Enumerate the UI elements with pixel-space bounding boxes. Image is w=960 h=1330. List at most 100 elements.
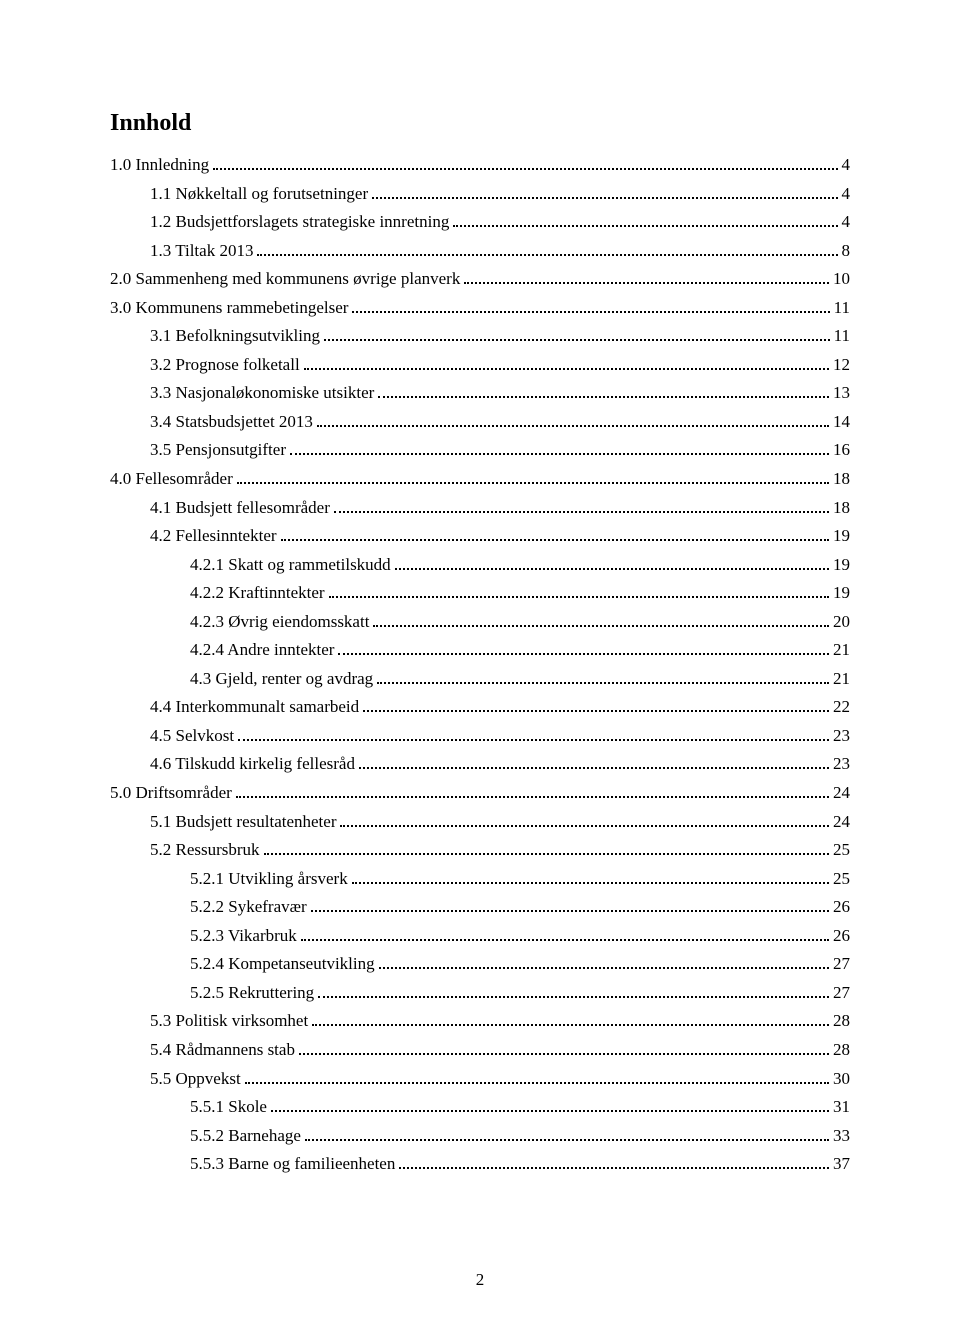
toc-entry: 3.5 Pensjonsutgifter 16 — [110, 436, 850, 465]
toc-entry: 5.2.3 Vikarbruk 26 — [110, 922, 850, 951]
toc-leader-dots — [372, 197, 837, 199]
toc-entry: 4.2.2 Kraftinntekter 19 — [110, 579, 850, 608]
toc-leader-dots — [318, 996, 829, 998]
toc-leader-dots — [312, 1024, 829, 1026]
toc-leader-dots — [213, 168, 837, 170]
toc-entry: 4.3 Gjeld, renter og avdrag 21 — [110, 665, 850, 694]
toc-leader-dots — [299, 1053, 829, 1055]
toc-entry-label: 4.3 Gjeld, renter og avdrag — [190, 665, 373, 694]
toc-entry-label: 4.5 Selvkost — [150, 722, 234, 751]
toc-entry: 3.2 Prognose folketall 12 — [110, 351, 850, 380]
toc-entry: 4.2.1 Skatt og rammetilskudd 19 — [110, 551, 850, 580]
toc-entry: 1.3 Tiltak 2013 8 — [110, 237, 850, 266]
toc-entry-label: 3.1 Befolkningsutvikling — [150, 322, 320, 351]
toc-entry: 5.0 Driftsområder 24 — [110, 779, 850, 808]
toc-entry-page: 18 — [833, 494, 850, 523]
toc-entry-label: 4.2.3 Øvrig eiendomsskatt — [190, 608, 369, 637]
toc-entry: 4.2.4 Andre inntekter 21 — [110, 636, 850, 665]
toc-entry: 3.3 Nasjonaløkonomiske utsikter 13 — [110, 379, 850, 408]
toc-entry-label: 5.5 Oppvekst — [150, 1065, 241, 1094]
toc-entry-page: 21 — [833, 636, 850, 665]
toc-leader-dots — [281, 539, 829, 541]
toc-entry-label: 5.0 Driftsområder — [110, 779, 232, 808]
toc-entry: 2.0 Sammenheng med kommunens øvrige plan… — [110, 265, 850, 294]
toc-entry-page: 24 — [833, 808, 850, 837]
toc-entry-label: 5.2.4 Kompetanseutvikling — [190, 950, 375, 979]
toc-entry-page: 13 — [833, 379, 850, 408]
toc-entry-label: 3.3 Nasjonaløkonomiske utsikter — [150, 379, 374, 408]
toc-entry-page: 28 — [833, 1036, 850, 1065]
toc-entry: 5.2.2 Sykefravær 26 — [110, 893, 850, 922]
toc-entry: 1.1 Nøkkeltall og forutsetninger 4 — [110, 180, 850, 209]
page-number: 2 — [0, 1270, 960, 1290]
toc-entry-label: 1.3 Tiltak 2013 — [150, 237, 253, 266]
toc-leader-dots — [373, 625, 829, 627]
toc-entry-page: 11 — [834, 322, 850, 351]
toc-entry-page: 11 — [834, 294, 850, 323]
toc-leader-dots — [378, 396, 829, 398]
toc-entry: 1.2 Budsjettforslagets strategiske innre… — [110, 208, 850, 237]
toc-entry: 5.2.1 Utvikling årsverk 25 — [110, 865, 850, 894]
toc-entry-page: 23 — [833, 722, 850, 751]
toc-entry-label: 4.6 Tilskudd kirkelig fellesråd — [150, 750, 355, 779]
toc-leader-dots — [329, 596, 829, 598]
toc-heading: Innhold — [110, 110, 850, 137]
toc-entry-page: 26 — [833, 922, 850, 951]
toc-entry-label: 4.2.4 Andre inntekter — [190, 636, 334, 665]
toc-leader-dots — [271, 1110, 829, 1112]
toc-entry: 5.5.1 Skole 31 — [110, 1093, 850, 1122]
toc-entry-page: 24 — [833, 779, 850, 808]
toc-entry-label: 4.2 Fellesinntekter — [150, 522, 277, 551]
toc-entry-page: 23 — [833, 750, 850, 779]
toc-entry-label: 3.4 Statsbudsjettet 2013 — [150, 408, 313, 437]
toc-entry-page: 4 — [842, 180, 851, 209]
toc-leader-dots — [245, 1082, 829, 1084]
toc-entry-page: 25 — [833, 836, 850, 865]
toc-entry-label: 1.2 Budsjettforslagets strategiske innre… — [150, 208, 449, 237]
toc-leader-dots — [395, 568, 829, 570]
toc-entry-label: 5.1 Budsjett resultatenheter — [150, 808, 336, 837]
toc-leader-dots — [290, 453, 829, 455]
toc-entry-page: 20 — [833, 608, 850, 637]
toc-entry: 4.2.3 Øvrig eiendomsskatt 20 — [110, 608, 850, 637]
toc-entry: 3.0 Kommunens rammebetingelser 11 — [110, 294, 850, 323]
toc-leader-dots — [399, 1167, 829, 1169]
toc-entry: 4.5 Selvkost 23 — [110, 722, 850, 751]
toc-entry-label: 2.0 Sammenheng med kommunens øvrige plan… — [110, 265, 460, 294]
toc-entry-label: 4.1 Budsjett fellesområder — [150, 494, 330, 523]
toc-leader-dots — [236, 796, 829, 798]
toc-entry: 5.2.4 Kompetanseutvikling 27 — [110, 950, 850, 979]
toc-entry-page: 19 — [833, 579, 850, 608]
toc-entry-label: 5.5.2 Barnehage — [190, 1122, 301, 1151]
toc-entry: 5.4 Rådmannens stab 28 — [110, 1036, 850, 1065]
toc-entry-label: 5.4 Rådmannens stab — [150, 1036, 295, 1065]
toc-entry-label: 4.2.1 Skatt og rammetilskudd — [190, 551, 391, 580]
toc-entry-page: 4 — [842, 208, 851, 237]
toc-leader-dots — [237, 482, 829, 484]
toc-entry-page: 14 — [833, 408, 850, 437]
toc-entry-page: 33 — [833, 1122, 850, 1151]
toc-entry-label: 3.0 Kommunens rammebetingelser — [110, 294, 348, 323]
toc-entry-label: 1.0 Innledning — [110, 151, 209, 180]
toc-leader-dots — [324, 339, 830, 341]
toc-leader-dots — [238, 739, 829, 741]
toc-entry-label: 5.5.3 Barne og familieenheten — [190, 1150, 395, 1179]
toc-entry-label: 4.4 Interkommunalt samarbeid — [150, 693, 359, 722]
toc-entry-page: 25 — [833, 865, 850, 894]
toc-leader-dots — [257, 254, 837, 256]
toc-entry: 4.4 Interkommunalt samarbeid 22 — [110, 693, 850, 722]
toc-leader-dots — [359, 767, 829, 769]
toc-entry-page: 10 — [833, 265, 850, 294]
toc-entry: 3.4 Statsbudsjettet 2013 14 — [110, 408, 850, 437]
toc-entry: 3.1 Befolkningsutvikling 11 — [110, 322, 850, 351]
toc-list: 1.0 Innledning 41.1 Nøkkeltall og foruts… — [110, 151, 850, 1179]
toc-entry: 5.5.3 Barne og familieenheten 37 — [110, 1150, 850, 1179]
toc-leader-dots — [338, 653, 829, 655]
toc-leader-dots — [464, 282, 829, 284]
toc-leader-dots — [379, 967, 829, 969]
toc-entry-page: 16 — [833, 436, 850, 465]
toc-entry-label: 3.2 Prognose folketall — [150, 351, 300, 380]
toc-entry: 4.6 Tilskudd kirkelig fellesråd 23 — [110, 750, 850, 779]
toc-entry-page: 18 — [833, 465, 850, 494]
toc-entry-label: 4.2.2 Kraftinntekter — [190, 579, 325, 608]
